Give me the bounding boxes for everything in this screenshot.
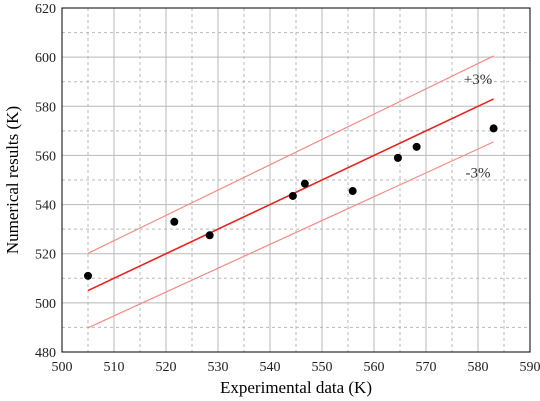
y-tick-label: 560	[35, 149, 56, 164]
x-tick-label: 500	[52, 360, 73, 375]
plot-frame	[61, 7, 531, 353]
lines	[87, 55, 494, 329]
y-tick-label: 500	[35, 297, 56, 312]
y-tick-label: 520	[35, 248, 56, 263]
band-label: -3%	[466, 166, 491, 182]
tick-labels: 500 510 520 530 540 550 560 570 580 5904805005205…	[35, 2, 540, 375]
x-tick-label: 590	[520, 360, 540, 375]
data-point	[348, 187, 357, 196]
y-tick-label: 480	[35, 346, 56, 361]
annotations: +3% -3%	[464, 72, 492, 181]
x-tick-label: 580	[468, 360, 489, 375]
x-axis-label: Experimental data (K)	[220, 378, 372, 397]
y-tick-label: 600	[35, 51, 56, 66]
y-tick-label: 620	[35, 2, 56, 17]
x-tick-label: 530	[208, 360, 229, 375]
data-point	[489, 124, 498, 133]
y-tick-label: 580	[35, 100, 56, 115]
band-label: +3%	[464, 72, 492, 88]
x-tick-label: 520	[156, 360, 177, 375]
data-point	[393, 153, 402, 162]
x-tick-label: 570	[416, 360, 437, 375]
grid	[62, 8, 530, 352]
y-tick-label: 540	[35, 199, 56, 214]
upper-line	[87, 55, 494, 254]
data-point	[288, 191, 297, 200]
data-point	[300, 179, 309, 188]
data-points	[84, 124, 498, 280]
data-point	[170, 217, 179, 226]
y-axis-label: Numerical results (K)	[3, 106, 22, 254]
lower-line	[87, 141, 494, 329]
data-point	[84, 271, 92, 280]
x-tick-label: 560	[364, 360, 385, 375]
x-tick-label: 510	[104, 360, 125, 375]
x-tick-label: 540	[260, 360, 281, 375]
data-point	[205, 231, 214, 240]
x-tick-label: 550	[312, 360, 333, 375]
data-point	[412, 142, 421, 151]
